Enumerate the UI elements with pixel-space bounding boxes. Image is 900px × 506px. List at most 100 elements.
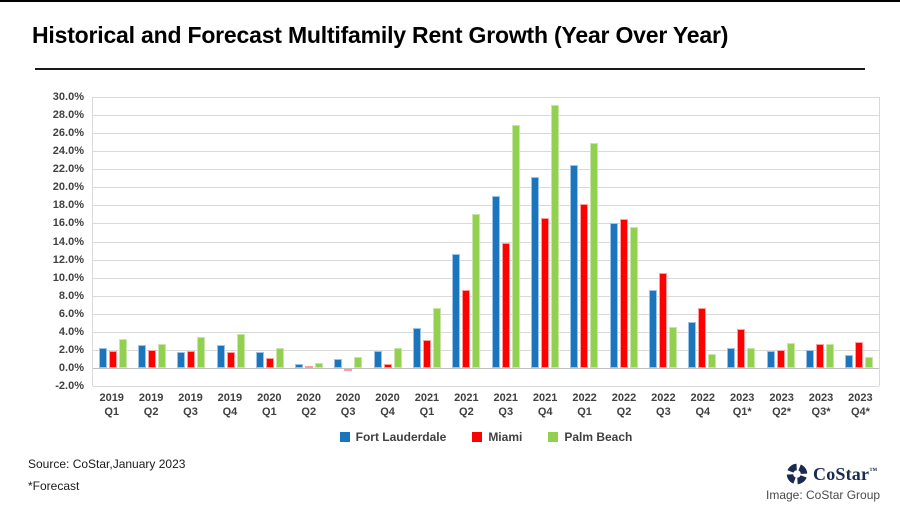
bar-palm-beach (354, 357, 363, 368)
bar-miami (226, 351, 235, 368)
bar-palm-beach (433, 308, 442, 368)
x-tick-label: 2022 Q1 (572, 392, 597, 418)
bar-miami (776, 349, 785, 368)
bar-holder (295, 97, 324, 386)
bar-palm-beach (708, 353, 717, 368)
plot-area (92, 97, 880, 387)
x-tick-label: 2021 Q4 (532, 392, 558, 418)
legend-swatch (339, 432, 350, 442)
bar-holder (334, 97, 363, 386)
gridline (93, 205, 879, 207)
bar-fort-lauderdale (216, 345, 225, 368)
bar-palm-beach (315, 362, 324, 368)
bar-fort-lauderdale (530, 176, 539, 368)
bar-palm-beach (275, 348, 284, 368)
gridline (93, 386, 879, 387)
y-axis: 30.0% 28.0% 26.0% 24.0% 22.0% 20.0% 18.0% 16.0%… (36, 91, 88, 392)
bar-fort-lauderdale (255, 351, 264, 368)
bar-holder (609, 97, 638, 386)
bar-palm-beach (590, 143, 599, 368)
y-tick-label: 0.0% (58, 361, 84, 374)
bar-palm-beach (668, 327, 677, 368)
bar-group (486, 97, 525, 386)
bar-group (722, 97, 761, 386)
legend-swatch (472, 432, 483, 442)
bar-holder (570, 97, 599, 386)
bar-holder (255, 97, 284, 386)
bar-palm-beach (236, 333, 245, 368)
x-tick-label: 2020 Q3 (335, 392, 361, 418)
y-tick-label: 4.0% (58, 325, 84, 338)
bar-miami (462, 290, 471, 368)
bar-miami (423, 340, 432, 368)
bar-palm-beach (550, 105, 559, 368)
gridline (93, 115, 879, 117)
legend-label: Miami (488, 430, 523, 444)
y-tick-label: 10.0% (52, 271, 84, 284)
bar-group (290, 97, 329, 386)
x-tick-label: 2019 Q2 (138, 392, 164, 418)
x-tick-label: 2021 Q1 (414, 392, 440, 418)
x-tick-label: 2019 Q1 (99, 392, 124, 418)
bar-palm-beach (629, 227, 638, 368)
bar-group (132, 97, 171, 386)
legend: Fort Lauderdale Miami Palm Beach (92, 430, 880, 444)
x-tick-label: 2022 Q2 (611, 392, 637, 418)
bar-palm-beach (393, 348, 402, 368)
gridline (93, 349, 879, 351)
legend-label: Fort Lauderdale (355, 430, 447, 444)
bar-miami (855, 341, 864, 368)
gridline (93, 187, 879, 189)
costar-logo-text: CoStar™ (813, 463, 878, 484)
bar-holder (727, 97, 756, 386)
bar-palm-beach (865, 357, 874, 368)
x-tick-label: 2021 Q3 (493, 392, 518, 418)
legend-label: Palm Beach (564, 430, 633, 444)
forecast-note: *Forecast (28, 479, 80, 493)
gridline (93, 97, 879, 98)
bar-group (840, 97, 879, 386)
bar-holder (177, 97, 206, 386)
x-tick-label: 2023 Q4* (848, 392, 873, 418)
bar-holder (648, 97, 677, 386)
bar-miami (344, 368, 353, 371)
bar-miami (383, 364, 392, 368)
y-tick-label: 8.0% (58, 289, 84, 302)
bar-palm-beach (118, 339, 127, 368)
bar-fort-lauderdale (491, 196, 500, 368)
gridline (93, 223, 879, 225)
gridline (93, 277, 879, 279)
y-tick-label: -2.0% (55, 380, 84, 392)
x-tick-label: 2022 Q3 (651, 392, 676, 418)
bar-group (604, 97, 643, 386)
gridline (93, 331, 879, 333)
gridline (93, 151, 879, 153)
bar-group (683, 97, 722, 386)
bar-group (368, 97, 407, 386)
bar-palm-beach (826, 343, 835, 368)
x-tick-label: 2020 Q4 (375, 392, 400, 418)
bar-fort-lauderdale (334, 359, 343, 368)
bar-holder (491, 97, 520, 386)
y-tick-label: 30.0% (52, 91, 84, 103)
bar-miami (698, 307, 707, 368)
image-credit: Image: CoStar Group (766, 488, 881, 502)
bar-group (250, 97, 289, 386)
bar-group (761, 97, 800, 386)
bar-palm-beach (747, 348, 756, 368)
y-tick-label: 16.0% (52, 217, 84, 230)
bar-group (565, 97, 604, 386)
title-underline (35, 68, 865, 70)
costar-logo: CoStar™ (786, 463, 877, 485)
gridline (93, 259, 879, 261)
bar-holder (98, 97, 127, 386)
x-tick-label: 2023 Q3* (808, 392, 834, 418)
y-tick-label: 18.0% (52, 199, 84, 212)
bar-group (643, 97, 682, 386)
bar-fort-lauderdale (727, 348, 736, 368)
x-tick-label: 2023 Q2* (769, 392, 794, 418)
trademark-symbol: ™ (869, 465, 878, 475)
bar-miami (501, 243, 510, 368)
bar-miami (540, 218, 549, 368)
bar-group (407, 97, 446, 386)
